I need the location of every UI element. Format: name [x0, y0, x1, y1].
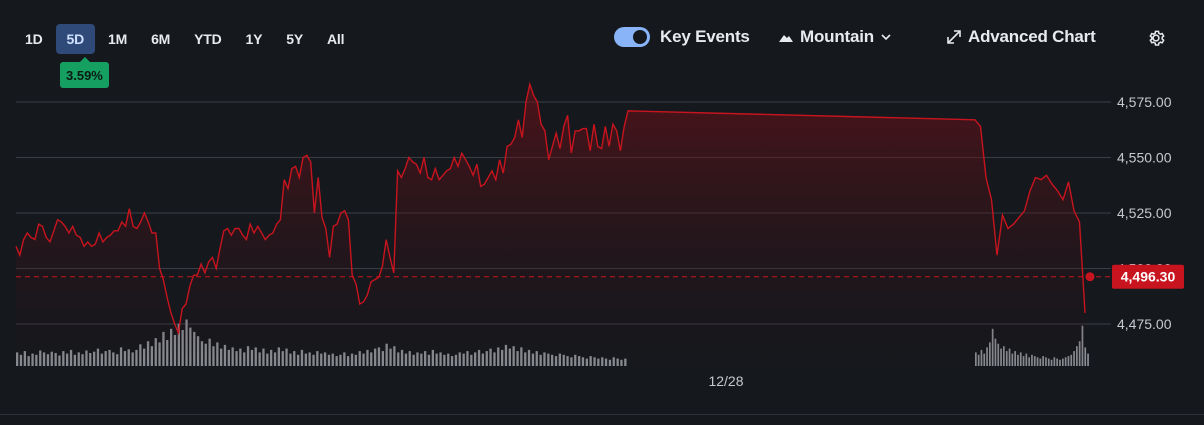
- expand-arrows-icon: [947, 30, 961, 44]
- volume-bar: [1084, 347, 1087, 366]
- key-events-label: Key Events: [660, 27, 750, 46]
- key-events-toggle[interactable]: Key Events: [614, 27, 750, 47]
- chart-type-dropdown[interactable]: Mountain: [778, 27, 892, 47]
- price-line: [15, 81, 1086, 336]
- advanced-chart-button[interactable]: Advanced Chart: [946, 27, 1096, 47]
- advanced-chart-label: Advanced Chart: [968, 27, 1096, 46]
- chart-type-label: Mountain: [800, 27, 874, 46]
- range-button-1y[interactable]: 1Y: [245, 31, 263, 47]
- price-chart[interactable]: 4,475.004,500.004,525.004,550.004,575.00…: [0, 0, 1204, 414]
- range-button-5y[interactable]: 5Y: [286, 31, 303, 47]
- range-button-all[interactable]: All: [327, 31, 345, 47]
- change-percent-badge: 3.59%: [60, 57, 109, 88]
- range-selector: 1D 5D 1M 6M YTD 1Y 5Y All: [14, 24, 355, 54]
- x-tick-label: 12/28: [708, 373, 743, 389]
- y-tick-label: 4,550.00: [1117, 150, 1172, 166]
- y-tick-label: 4,525.00: [1117, 205, 1172, 221]
- range-button-1m[interactable]: 1M: [108, 31, 128, 47]
- y-tick-label: 4,475.00: [1117, 316, 1172, 332]
- settings-button[interactable]: [1146, 28, 1166, 53]
- gear-icon: [1149, 30, 1165, 46]
- divider: [0, 414, 1204, 415]
- toggle-switch[interactable]: [614, 27, 650, 47]
- toggle-knob: [633, 30, 647, 44]
- range-button-6m[interactable]: 6M: [151, 31, 171, 47]
- mountain-icon: [779, 35, 793, 42]
- range-button-1d[interactable]: 1D: [25, 31, 43, 47]
- range-button-ytd[interactable]: YTD: [194, 31, 222, 47]
- price-area: [16, 84, 1085, 366]
- volume-bar: [1087, 353, 1089, 366]
- current-price-label: 4,496.30: [1121, 269, 1176, 285]
- y-tick-label: 4,575.00: [1117, 94, 1172, 110]
- current-price-dot: [1085, 272, 1095, 282]
- range-button-5d[interactable]: 5D: [55, 24, 95, 54]
- chevron-down-icon: [881, 34, 891, 41]
- current-price-badge: [1112, 264, 1184, 289]
